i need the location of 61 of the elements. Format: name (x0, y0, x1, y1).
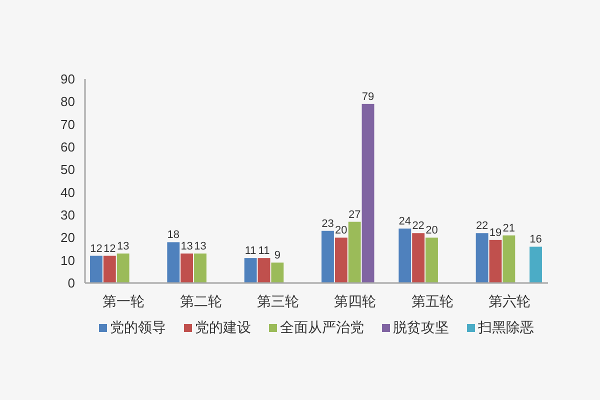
data-label: 27 (348, 208, 361, 221)
data-label: 24 (398, 216, 412, 228)
bar (426, 238, 438, 283)
y-tick-label: 90 (60, 72, 75, 86)
bar (116, 254, 130, 283)
data-label: 12 (104, 242, 116, 255)
data-label: 18 (167, 229, 180, 242)
data-label: 22 (412, 220, 424, 232)
y-tick-label: 30 (60, 208, 75, 222)
bar (244, 258, 257, 283)
bar (530, 246, 542, 283)
x-tick-label: 第四轮 (334, 293, 376, 309)
bar (194, 254, 206, 283)
bar (334, 238, 348, 283)
data-label: 9 (274, 250, 280, 262)
bar (489, 240, 502, 283)
data-label: 12 (90, 242, 102, 255)
data-label: 19 (489, 226, 502, 239)
bar (322, 230, 334, 283)
data-label: 13 (194, 240, 206, 253)
bar (90, 256, 102, 283)
data-label: 20 (426, 224, 438, 237)
legend-label: 扫黑除恶 (477, 319, 534, 335)
legend-label: 全面从严治党 (280, 319, 364, 335)
y-tick-label: 20 (60, 230, 75, 246)
data-label: 20 (335, 224, 348, 237)
data-label: 23 (322, 218, 334, 230)
legend-label: 党的建设 (195, 319, 251, 335)
bar (103, 256, 116, 283)
bar (412, 233, 425, 283)
bar (502, 235, 516, 283)
legend-label: 党的领导 (110, 319, 166, 335)
x-tick-label: 第五轮 (411, 293, 454, 309)
bar (362, 104, 374, 283)
x-tick-label: 第三轮 (256, 293, 299, 309)
data-label: 13 (116, 240, 130, 253)
x-tick-label: 第六轮 (488, 293, 530, 309)
y-tick-label: 10 (60, 252, 75, 268)
bar (398, 228, 412, 283)
y-tick-label: 0 (68, 276, 75, 290)
x-tick-label: 第一轮 (102, 293, 145, 309)
data-label: 11 (244, 245, 256, 258)
data-label: 16 (530, 234, 542, 246)
bar (476, 233, 488, 283)
y-tick-label: 60 (60, 140, 75, 154)
y-tick-label: 50 (60, 162, 75, 178)
data-label: 79 (362, 90, 374, 103)
data-label: 11 (258, 245, 270, 258)
y-tick-label: 40 (60, 184, 75, 200)
bar (167, 242, 180, 283)
x-tick-label: 第二轮 (180, 293, 222, 309)
bar (271, 262, 284, 283)
data-label: 21 (502, 222, 516, 234)
y-tick-label: 80 (60, 94, 75, 110)
bar (180, 254, 194, 283)
data-label: 22 (476, 220, 488, 232)
y-tick-label: 70 (60, 116, 75, 132)
data-label: 13 (180, 240, 193, 253)
legend-label: 脱贫攻坚 (393, 319, 449, 335)
bar (258, 258, 270, 283)
bar (348, 222, 361, 283)
